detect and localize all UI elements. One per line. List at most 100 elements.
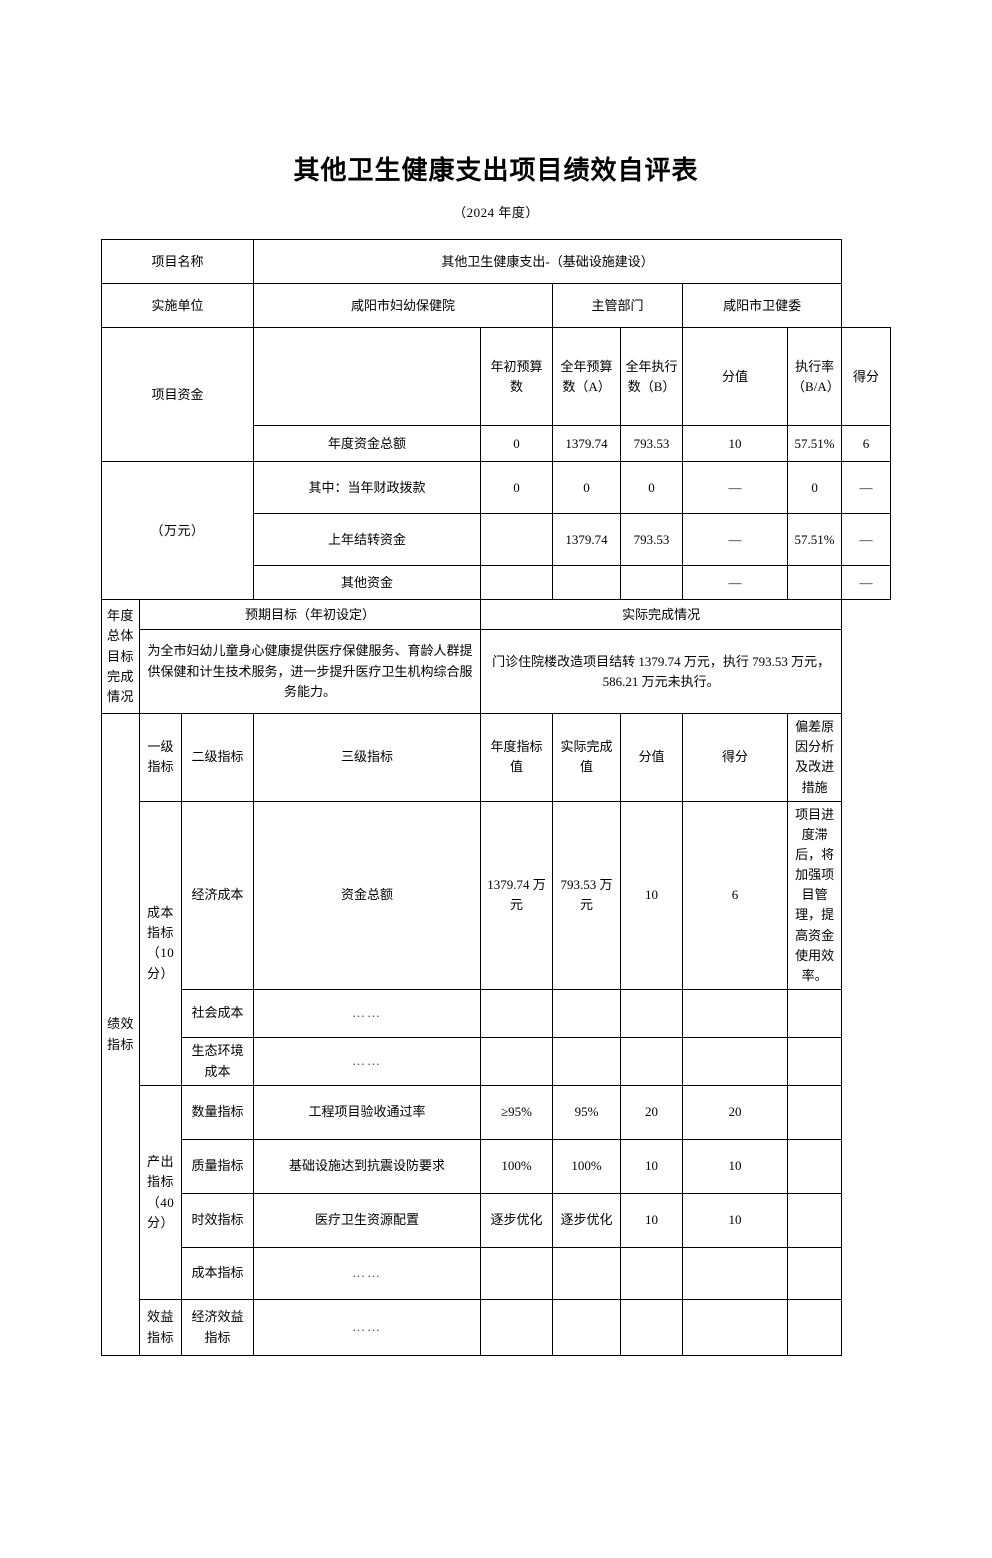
implementing-unit-value: 咸阳市妇幼保健院 xyxy=(253,283,554,329)
funds-item-3: 其他资金 xyxy=(253,565,482,601)
perf-level1-output: 产出指标 （40分） xyxy=(139,1085,182,1301)
funds-score-value-0: 10 xyxy=(682,425,789,463)
perf-target-2-0 xyxy=(480,1299,554,1357)
funds-score-value-3: — xyxy=(682,565,789,601)
table-row-funds-fiscal-appropriation: （万元） 其中：当年财政拨款 0 0 0 — 0 — xyxy=(100,461,891,601)
table-row-overall-goal-header: 年度总体目标完成情况 预期目标（年初设定） 实际完成情况 xyxy=(101,599,891,715)
perf-actual-2-0 xyxy=(552,1299,622,1357)
funds-exec-rate-3 xyxy=(787,565,843,601)
perf-target-1-2: 逐步优化 xyxy=(480,1193,554,1249)
funds-col-annual-budget: 全年预算数（A） xyxy=(552,327,622,427)
perf-level2-1-2: 时效指标 xyxy=(180,1193,255,1249)
funds-begin-budget-3 xyxy=(480,565,554,601)
funds-item-0: 年度资金总额 xyxy=(253,425,482,463)
perf-deviation-1-2 xyxy=(787,1193,843,1249)
perf-level3-0-2: …… xyxy=(253,1037,482,1087)
table-row-performance-header: 绩效指标 一级指标 二级指标 三级指标 年度指标值 实际完成值 分值 得分 偏差… xyxy=(101,713,891,1357)
table-row-perf-social-cost: 社会成本 …… xyxy=(102,989,891,1039)
supervising-dept-value: 咸阳市卫健委 xyxy=(682,283,843,329)
perf-level1-cost: 成本指标 （10分） xyxy=(139,800,182,1087)
overall-goal-expected-text: 为全市妇幼儿童身心健康提供医疗保健服务、育龄人群提供保健和计生技术服务，进一步提… xyxy=(138,629,482,715)
perf-score-1-1: 10 xyxy=(682,1139,789,1195)
perf-col-deviation: 偏差原因分析及改进措施 xyxy=(787,713,843,802)
performance-label: 绩效指标 xyxy=(101,713,140,1357)
perf-level3-1-3: …… xyxy=(253,1247,482,1301)
funds-score-1: — xyxy=(841,461,891,515)
perf-target-1-3 xyxy=(480,1247,554,1301)
perf-score-value-1-2: 10 xyxy=(620,1193,684,1249)
supervising-dept-label: 主管部门 xyxy=(552,283,684,329)
funds-score-0: 6 xyxy=(841,425,891,463)
perf-score-value-2-0 xyxy=(620,1299,684,1357)
funds-annual-budget-1: 0 xyxy=(552,461,622,515)
table-row-implementing-unit: 实施单位 咸阳市妇幼保健院 主管部门 咸阳市卫健委 xyxy=(100,283,891,329)
perf-level1-cost-label: 成本指标 xyxy=(146,905,174,941)
funds-exec-rate-1: 0 xyxy=(787,461,843,515)
perf-target-1-1: 100% xyxy=(480,1139,554,1195)
perf-deviation-1-0 xyxy=(787,1085,843,1141)
perf-level1-benefit: 效益指标 xyxy=(139,1299,182,1357)
perf-target-0-0: 1379.74 万元 xyxy=(480,800,554,991)
perf-score-value-0-0: 10 xyxy=(620,800,684,991)
perf-score-0-0: 6 xyxy=(682,800,789,991)
table-row-perf-ecological-cost: 生态环境成本 …… xyxy=(102,1037,891,1087)
perf-col-level3: 三级指标 xyxy=(253,713,482,802)
perf-level3-1-1: 基础设施达到抗震设防要求 xyxy=(253,1139,482,1195)
funds-annual-exec-3 xyxy=(620,565,684,601)
funds-score-3: — xyxy=(841,565,891,601)
perf-score-2-0 xyxy=(682,1299,789,1357)
funds-annual-budget-2: 1379.74 xyxy=(552,513,622,567)
perf-level1-output-points: （40分） xyxy=(146,1194,175,1230)
table-row-perf-quality: 质量指标 基础设施达到抗震设防要求 100% 100% 10 10 xyxy=(102,1139,891,1195)
table-row-funds-total: 年度资金总额 0 1379.74 793.53 10 57.51% 6 xyxy=(102,425,891,463)
funds-annual-budget-0: 1379.74 xyxy=(552,425,622,463)
perf-score-1-2: 10 xyxy=(682,1193,789,1249)
perf-deviation-1-3 xyxy=(787,1247,843,1301)
funds-col-begin-budget: 年初预算数 xyxy=(480,327,554,427)
table-row-funds-header: 项目资金 年初预算数 全年预算数（A） 全年执行数（B） 分值 执行率（B/A）… xyxy=(100,327,891,463)
funds-begin-budget-0: 0 xyxy=(480,425,554,463)
performance-self-evaluation-table: 项目名称 其他卫生健康支出-（基础设施建设） 实施单位 咸阳市妇幼保健院 主管部… xyxy=(100,239,891,1357)
table-row-perf-quantity: 产出指标 （40分） 数量指标 工程项目验收通过率 ≥95% 95% 20 20 xyxy=(102,1085,891,1301)
funds-col-exec-rate: 执行率（B/A） xyxy=(787,327,843,427)
perf-level2-0-2: 生态环境成本 xyxy=(180,1037,255,1087)
funds-item-1: 其中：当年财政拨款 xyxy=(253,461,482,515)
perf-level2-1-1: 质量指标 xyxy=(180,1139,255,1195)
perf-deviation-1-1 xyxy=(787,1139,843,1195)
funds-col-annual-exec: 全年执行数（B） xyxy=(620,327,684,427)
perf-target-0-2 xyxy=(480,1037,554,1087)
document-page: 其他卫生健康支出项目绩效自评表 （2024 年度） 项目名称 其他卫生健康支出-… xyxy=(0,155,992,1558)
perf-col-target: 年度指标值 xyxy=(480,713,554,802)
perf-level1-output-label: 产出指标 xyxy=(146,1154,174,1190)
funds-score-value-2: — xyxy=(682,513,789,567)
perf-score-1-3 xyxy=(682,1247,789,1301)
perf-level2-2-0: 经济效益指标 xyxy=(180,1299,255,1357)
perf-score-0-1 xyxy=(682,989,789,1039)
perf-level2-0-0: 经济成本 xyxy=(180,800,255,991)
perf-actual-0-0: 793.53 万元 xyxy=(552,800,622,991)
perf-target-0-1 xyxy=(480,989,554,1039)
perf-score-value-1-3 xyxy=(620,1247,684,1301)
perf-level2-1-3: 成本指标 xyxy=(180,1247,255,1301)
perf-level2-0-1: 社会成本 xyxy=(180,989,255,1039)
perf-target-1-0: ≥95% xyxy=(480,1085,554,1141)
perf-score-0-2 xyxy=(682,1037,789,1087)
perf-level1-cost-points: （10分） xyxy=(146,945,175,981)
perf-actual-1-1: 100% xyxy=(552,1139,622,1195)
table-row-perf-timeliness: 时效指标 医疗卫生资源配置 逐步优化 逐步优化 10 10 xyxy=(102,1193,891,1249)
project-name-label: 项目名称 xyxy=(100,239,255,285)
funds-exec-rate-2: 57.51% xyxy=(787,513,843,567)
funds-annual-budget-3 xyxy=(552,565,622,601)
funds-col-score: 得分 xyxy=(841,327,891,427)
funds-col-item xyxy=(253,327,482,427)
perf-actual-1-2: 逐步优化 xyxy=(552,1193,622,1249)
page-title: 其他卫生健康支出项目绩效自评表 xyxy=(293,156,699,185)
perf-deviation-0-1 xyxy=(787,989,843,1039)
perf-deviation-2-0 xyxy=(787,1299,843,1357)
table-row-overall-goal-content: 为全市妇幼儿童身心健康提供医疗保健服务、育龄人群提供保健和计生技术服务，进一步提… xyxy=(102,629,891,715)
funds-begin-budget-2 xyxy=(480,513,554,567)
perf-score-value-1-0: 20 xyxy=(620,1085,684,1141)
perf-col-actual: 实际完成值 xyxy=(552,713,622,802)
perf-col-level1: 一级指标 xyxy=(139,713,182,802)
perf-actual-0-1 xyxy=(552,989,622,1039)
